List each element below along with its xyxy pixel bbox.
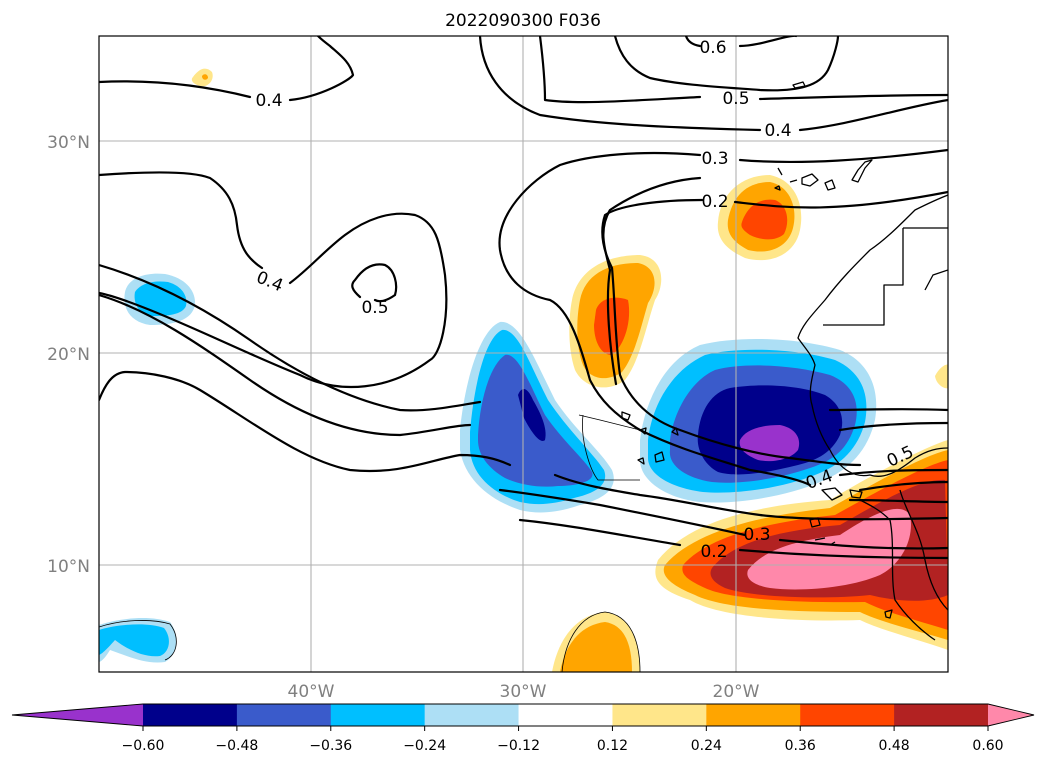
lat-tick-label: 10°N bbox=[47, 557, 90, 577]
contour-lower-5 bbox=[518, 518, 948, 560]
colorbar-tick-label: −0.24 bbox=[403, 738, 446, 754]
positive-blip-top-l2 bbox=[202, 74, 208, 80]
map-gridlines bbox=[99, 36, 948, 672]
map-frame bbox=[98, 35, 949, 673]
colorbar-tick-label: 0.36 bbox=[785, 738, 816, 754]
contour-label: 0.3 bbox=[701, 149, 728, 169]
colorbar-segment bbox=[424, 704, 520, 726]
colorbar-tick-label: −0.12 bbox=[497, 738, 540, 754]
lon-tick-labels: 40°W 30°W 20°W bbox=[288, 682, 760, 702]
line-contours bbox=[99, 36, 948, 560]
contour-east-1 bbox=[828, 408, 948, 504]
colorbar-tick-label: −0.48 bbox=[215, 738, 258, 754]
map-area: 0.6 0.5 0.4 0.4 0.3 0.2 0.4 0.5 0.4 0.5 … bbox=[99, 36, 948, 672]
contour-0-4-north bbox=[478, 36, 948, 132]
colorbar-segment bbox=[612, 704, 707, 726]
contour-lower-1 bbox=[99, 263, 482, 412]
contour-label: 0.2 bbox=[701, 192, 728, 212]
colorbar-segment bbox=[236, 704, 332, 726]
contour-0-6 bbox=[613, 36, 840, 92]
colorbar-extend-low bbox=[12, 704, 143, 726]
colorbar-extend-high bbox=[988, 704, 1034, 726]
positive-region-south-l5 bbox=[747, 508, 911, 590]
lat-tick-label: 30°N bbox=[47, 133, 90, 153]
contour-0-5-mid bbox=[351, 263, 398, 303]
colorbar: −0.60 −0.48 −0.36 −0.24 −0.12 0.12 0.24 0.36 0.4… bbox=[11, 703, 1035, 754]
contour-lower-3 bbox=[99, 370, 948, 521]
negative-region-south-west-l2 bbox=[99, 624, 169, 657]
contour-label: 0.5 bbox=[722, 89, 749, 109]
colorbar-tick-label: −0.60 bbox=[122, 738, 165, 754]
contour-label: 0.4 bbox=[764, 121, 791, 141]
lat-tick-label: 20°N bbox=[47, 345, 90, 365]
lon-tick-label: 30°W bbox=[500, 682, 547, 702]
colorbar-segment bbox=[800, 704, 895, 726]
colorbar-tick-label: 0.24 bbox=[691, 738, 722, 754]
contour-0-4-mid bbox=[99, 171, 448, 389]
shaded-outlines bbox=[99, 414, 641, 672]
lon-tick-label: 40°W bbox=[288, 682, 335, 702]
shaded-anomaly-fields bbox=[99, 68, 948, 672]
colorbar-tick-label: 0.60 bbox=[972, 738, 1003, 754]
contour-label: 0.4 bbox=[253, 268, 286, 297]
contour-lower-4 bbox=[498, 488, 948, 550]
contour-label: 0.2 bbox=[700, 542, 727, 562]
contour-lower-2 bbox=[99, 293, 472, 437]
contour-label: 0.4 bbox=[255, 91, 282, 111]
positive-region-central-l3 bbox=[594, 297, 630, 355]
colorbar-segment bbox=[518, 704, 613, 726]
colorbar-tick-label: −0.36 bbox=[309, 738, 352, 754]
colorbar-segment bbox=[330, 704, 426, 726]
positive-region-south-west-l2 bbox=[560, 622, 632, 672]
colorbar-tick-label: 0.48 bbox=[879, 738, 910, 754]
colorbar-segment bbox=[143, 704, 238, 726]
negative-region-central-l4 bbox=[518, 388, 546, 441]
lon-tick-label: 20°W bbox=[713, 682, 760, 702]
lat-tick-labels: 10°N 20°N 30°N bbox=[47, 133, 90, 577]
contour-0-2 bbox=[601, 190, 948, 467]
coastlines bbox=[621, 81, 948, 641]
contour-0-5-north bbox=[538, 36, 948, 104]
colorbar-segment bbox=[706, 704, 801, 726]
contour-label: 0.6 bbox=[699, 38, 726, 58]
contour-label: 0.3 bbox=[743, 525, 770, 545]
negative-region-west-l2 bbox=[134, 281, 187, 316]
colorbar-tick-label: 0.12 bbox=[597, 738, 628, 754]
positive-blip-right bbox=[935, 364, 948, 389]
colorbar-segment bbox=[894, 704, 989, 726]
contour-label: 0.5 bbox=[361, 298, 388, 318]
contour-0-4-west-top bbox=[99, 36, 355, 102]
figure-title: 2022090300 F036 bbox=[445, 11, 601, 31]
positive-region-north-l3 bbox=[741, 199, 788, 240]
